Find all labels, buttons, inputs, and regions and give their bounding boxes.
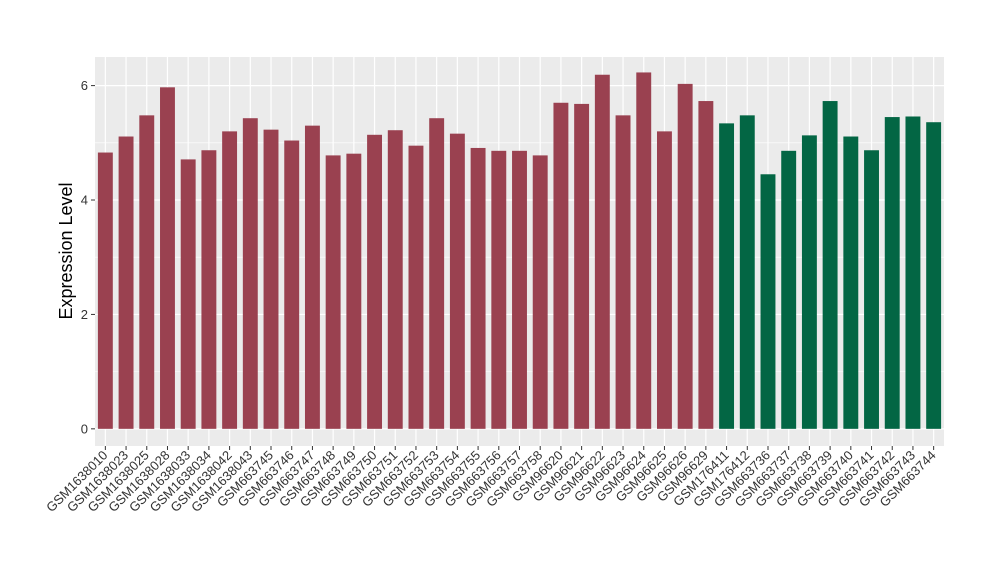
bar-GSM663755 [470,147,486,429]
bar-GSM663743 [905,116,921,429]
bar-GSM663751 [387,130,403,429]
bar-GSM96622 [594,74,610,429]
bar-GSM1638025 [139,115,155,429]
bar-GSM663746 [284,140,300,429]
bar-GSM663750 [367,134,383,429]
bar-GSM96626 [677,83,693,429]
bar-GSM663741 [864,150,879,429]
bar-GSM663737 [781,150,797,429]
bar-GSM663753 [429,118,445,429]
bar-GSM176411 [719,123,735,429]
bar-GSM663738 [801,135,817,429]
y-tick-label: 4 [81,193,88,208]
bar-GSM663748 [325,155,341,429]
y-tick-label: 6 [81,78,88,93]
bar-GSM663757 [512,150,527,429]
bar-GSM663756 [491,150,507,429]
bar-GSM663744 [926,122,942,429]
bar-GSM1638028 [160,87,175,429]
bar-GSM663754 [449,133,465,429]
y-tick-label: 2 [81,307,88,322]
bar-GSM96625 [656,131,672,429]
bar-GSM1638010 [97,152,113,429]
bar-GSM663747 [304,125,320,429]
bar-GSM663739 [822,101,838,429]
bar-GSM1638042 [222,131,238,429]
bar-GSM663736 [760,174,776,429]
bar-GSM96624 [636,72,652,429]
bar-GSM96621 [574,103,590,429]
y-tick-label: 0 [81,421,88,436]
bar-GSM663749 [346,153,362,429]
y-axis: 0 2 4 6 [81,78,95,436]
bar-GSM1638043 [242,118,258,429]
x-axis: GSM1638010GSM1638023GSM1638025GSM1638028… [43,446,939,515]
bar-GSM96623 [615,115,631,429]
bar-GSM1638033 [180,159,196,429]
bar-GSM663740 [843,136,859,429]
bar-GSM96620 [553,102,569,429]
bar-GSM1638023 [118,136,134,429]
bar-GSM663745 [263,129,279,429]
bars [97,72,942,429]
y-axis-title: Expression Level [56,182,76,319]
bar-GSM96629 [698,101,714,429]
bar-GSM176412 [739,115,755,429]
bar-GSM663742 [884,117,900,429]
bar-GSM663758 [532,155,548,429]
bar-GSM663752 [408,145,424,429]
bar-GSM1638034 [201,150,217,429]
